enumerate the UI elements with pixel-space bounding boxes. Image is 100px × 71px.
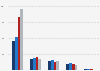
Bar [48,61,51,70]
Bar [87,69,90,70]
Bar [84,69,87,70]
Bar [33,58,36,70]
Bar [74,65,77,70]
Bar [36,57,38,70]
Bar [38,59,41,70]
Bar [90,69,92,70]
Bar [18,17,20,70]
Bar [54,62,56,70]
Bar [72,64,74,70]
Bar [56,61,59,70]
Bar [66,64,69,70]
Bar [20,9,23,70]
Bar [15,37,18,70]
Bar [69,63,72,70]
Bar [30,59,33,70]
Bar [12,41,15,70]
Bar [51,60,54,70]
